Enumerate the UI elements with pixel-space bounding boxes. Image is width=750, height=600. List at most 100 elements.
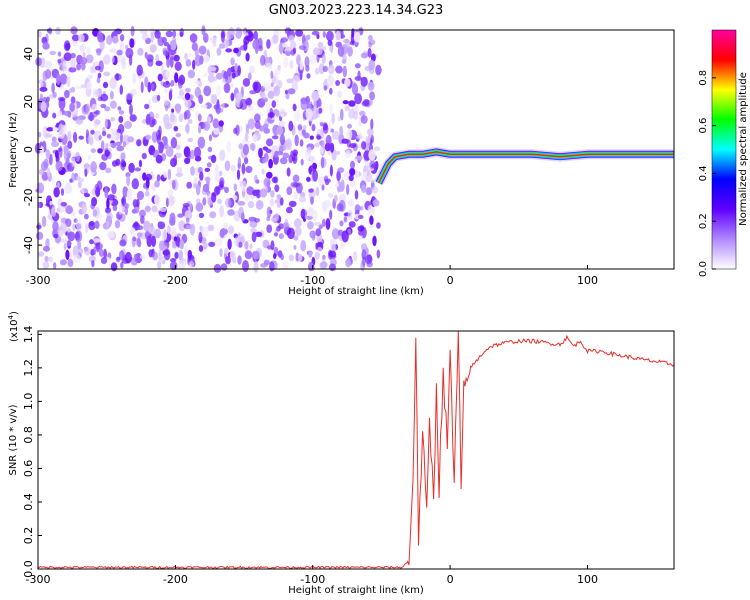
noise-speck — [162, 81, 171, 88]
noise-speck — [266, 171, 273, 179]
noise-speck — [339, 220, 344, 227]
noise-speck — [90, 249, 95, 256]
noise-speck — [117, 55, 126, 64]
noise-speck — [260, 55, 266, 66]
noise-speck — [319, 122, 324, 127]
noise-speck — [372, 235, 377, 247]
noise-speck — [371, 186, 379, 194]
noise-speck — [100, 103, 107, 109]
noise-speck — [288, 254, 294, 262]
noise-speck — [63, 144, 69, 155]
noise-speck — [121, 206, 126, 213]
noise-speck — [314, 251, 320, 260]
noise-speck — [242, 260, 249, 272]
noise-speck — [244, 35, 251, 41]
noise-speck — [202, 197, 207, 206]
y-tick-label: 0.2 — [22, 527, 35, 545]
noise-speck — [304, 215, 308, 220]
noise-speck — [106, 197, 110, 210]
noise-speck — [64, 182, 73, 194]
noise-speck — [168, 90, 173, 101]
noise-speck — [119, 239, 127, 247]
noise-speck — [187, 69, 195, 79]
noise-speck — [120, 152, 126, 161]
noise-speck — [267, 90, 275, 99]
noise-speck — [60, 201, 67, 207]
noise-speck — [207, 146, 213, 153]
noise-speck — [131, 178, 139, 190]
noise-speck — [188, 260, 195, 268]
noise-speck — [64, 89, 70, 99]
noise-speck — [125, 172, 131, 178]
noise-speck — [347, 46, 353, 57]
noise-speck — [282, 260, 289, 270]
noise-speck — [42, 42, 50, 50]
noise-speck — [209, 211, 217, 219]
noise-speck — [144, 190, 150, 197]
noise-speck — [336, 170, 341, 182]
noise-speck — [337, 90, 343, 99]
spectrogram-y-axis: -40 -20 0 20 40 — [22, 47, 42, 254]
noise-speck — [362, 256, 366, 267]
noise-speck — [157, 221, 166, 230]
noise-speck — [84, 213, 89, 220]
noise-speck — [119, 84, 124, 95]
noise-speck — [347, 199, 355, 207]
noise-speck — [236, 169, 241, 181]
noise-speck — [237, 156, 242, 169]
noise-speck — [104, 187, 109, 199]
noise-speck — [187, 53, 194, 58]
noise-speck — [129, 103, 133, 116]
noise-speck — [329, 142, 335, 153]
noise-speck — [208, 199, 213, 205]
noise-speck — [321, 156, 325, 169]
noise-speck — [184, 210, 193, 221]
noise-speck — [326, 75, 335, 87]
x-tick-label: -200 — [163, 274, 188, 287]
noise-speck — [208, 134, 213, 142]
noise-speck — [134, 221, 139, 227]
noise-speck — [119, 132, 124, 144]
colorbar-tick-label: 0.4 — [698, 165, 709, 181]
noise-speck — [152, 251, 158, 261]
noise-speck — [364, 65, 372, 72]
noise-speck — [105, 207, 111, 214]
snr-y-multiplier: (x104) — [7, 311, 20, 342]
noise-speck — [367, 47, 372, 58]
colorbar-gradient — [711, 29, 737, 270]
noise-speck — [212, 37, 217, 47]
noise-speck — [329, 164, 333, 177]
noise-speck — [234, 62, 238, 72]
noise-speck — [125, 92, 134, 100]
noise-speck — [317, 41, 324, 48]
noise-speck — [364, 161, 371, 167]
noise-speck — [45, 149, 51, 160]
noise-speck — [270, 190, 275, 198]
noise-speck — [215, 163, 219, 175]
noise-speck — [162, 249, 170, 256]
noise-speck — [309, 54, 317, 65]
noise-speck — [39, 86, 48, 92]
noise-speck — [136, 139, 142, 147]
noise-speck — [250, 228, 258, 233]
noise-speck — [103, 54, 111, 65]
noise-speck — [165, 146, 174, 157]
noise-speck — [292, 174, 300, 183]
noise-speck — [233, 183, 237, 192]
noise-speck — [266, 138, 274, 147]
noise-speck — [290, 150, 294, 157]
noise-speck — [145, 177, 150, 189]
noise-speck — [57, 110, 63, 117]
y-tick-label: -20 — [22, 188, 35, 206]
noise-speck — [105, 142, 109, 150]
noise-speck — [198, 125, 202, 134]
noise-speck — [103, 248, 107, 260]
noise-speck — [284, 27, 292, 35]
signal-band — [376, 149, 674, 185]
noise-speck — [369, 160, 376, 169]
noise-speck — [305, 65, 310, 72]
noise-speck — [70, 58, 76, 69]
noise-speck — [77, 180, 82, 189]
noise-speck — [197, 113, 202, 122]
noise-speck — [340, 108, 344, 121]
